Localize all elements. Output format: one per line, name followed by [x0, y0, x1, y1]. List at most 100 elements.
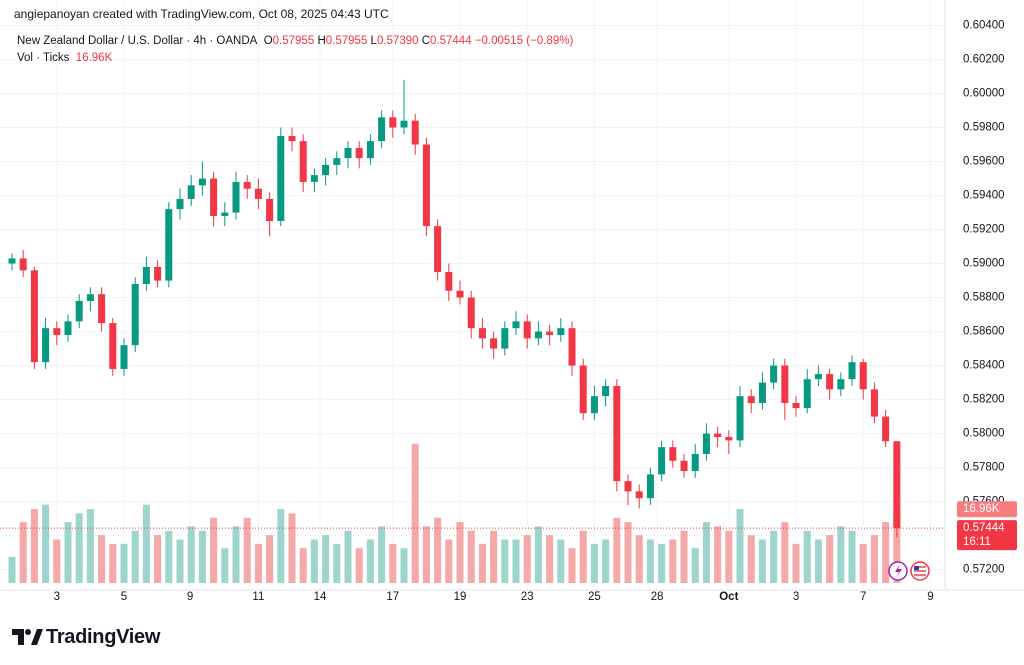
volume-name: Vol · Ticks: [17, 52, 70, 64]
volume-bar: [781, 522, 789, 583]
y-tick-label: 0.58000: [963, 428, 1005, 440]
candle-body: [579, 365, 587, 414]
candle-body: [602, 385, 610, 397]
candle-body: [344, 147, 352, 159]
volume-bar: [837, 526, 845, 583]
volume-bar: [814, 539, 822, 583]
candle-body: [467, 297, 475, 329]
volume-bar: [288, 513, 296, 583]
candle-body: [770, 365, 778, 383]
icons: [888, 561, 930, 581]
y-tick-label: 0.58200: [963, 394, 1005, 406]
volume-bar: [19, 522, 27, 583]
candle-body: [53, 328, 61, 335]
volume-bar: [803, 530, 811, 583]
x-tick-label: 11: [252, 591, 264, 603]
ohlc-key: L: [370, 35, 377, 47]
volume-bar: [378, 526, 386, 583]
volume-bar: [758, 539, 766, 583]
change: −0.00515 (−0.89%): [474, 35, 574, 47]
y-tick-label: 0.60200: [963, 54, 1005, 66]
candle-body: [120, 345, 128, 369]
volume-bar: [792, 543, 800, 583]
candle-body: [613, 385, 621, 482]
candle-body: [42, 328, 50, 363]
volume-bar: [770, 530, 778, 583]
volume-bar: [456, 522, 464, 583]
symbol-title: New Zealand Dollar / U.S. Dollar · 4h · …: [17, 35, 258, 47]
volume-bar: [232, 526, 240, 583]
volume-bar: [30, 509, 38, 583]
volume-bar: [400, 548, 408, 583]
volume-bar: [568, 548, 576, 583]
y-tick-label: 0.59200: [963, 224, 1005, 236]
volume-bar: [42, 504, 50, 583]
volume-bar: [590, 543, 598, 583]
candle-body: [781, 365, 789, 403]
volume-bar: [187, 526, 195, 583]
volume-value: 16.96K: [75, 52, 113, 64]
y-tick-label: 0.58800: [963, 292, 1005, 304]
candle-body: [322, 164, 330, 176]
candle-body: [30, 270, 38, 363]
volume-bar: [210, 517, 218, 583]
y-tick-label: 0.59800: [963, 122, 1005, 134]
volume-bar: [870, 535, 878, 583]
candle-body: [523, 321, 531, 339]
volume-bar: [546, 535, 554, 583]
volume-bar: [646, 539, 654, 583]
candle-body: [355, 147, 363, 159]
volume-bar: [691, 548, 699, 583]
candle-body: [669, 447, 677, 461]
volume-bar: [142, 504, 150, 583]
candle-body: [837, 379, 845, 390]
volume-bar: [736, 509, 744, 583]
candle-body: [624, 481, 632, 492]
candle-body: [310, 175, 318, 182]
volume-bar: [702, 522, 710, 583]
volume-bar: [613, 517, 621, 583]
volume-bar: [478, 543, 486, 583]
candle-body: [299, 141, 307, 182]
candle-body: [826, 374, 834, 390]
candle-body: [75, 300, 83, 322]
author-line: angiepanoyan created with TradingView.co…: [14, 7, 389, 21]
volume-bar: [512, 539, 520, 583]
ohlc-value: 0.57955: [325, 35, 368, 47]
candle-body: [882, 416, 890, 442]
volume-label: 16.96K: [963, 503, 1000, 515]
x-tick-label: 28: [651, 591, 664, 603]
volume-bar: [8, 556, 16, 583]
candle-body: [165, 209, 173, 281]
candle-body: [154, 266, 162, 281]
candle-body: [859, 362, 867, 390]
candle-body: [445, 272, 453, 291]
candle-body: [221, 212, 229, 216]
volume-bar: [86, 509, 94, 583]
volume-bar: [277, 509, 285, 583]
y-tick-label: 0.57800: [963, 462, 1005, 474]
volume-bar: [434, 517, 442, 583]
y-tick-label: 0.58400: [963, 360, 1005, 372]
candle-body: [736, 396, 744, 441]
candle-body: [98, 294, 106, 324]
footer-logo: TradingView: [46, 626, 161, 648]
candle-body: [86, 294, 94, 301]
volume-bar: [490, 530, 498, 583]
volume-bar: [669, 539, 677, 583]
volume-bar: [882, 522, 890, 583]
candle-body: [277, 136, 285, 222]
volume-label-box: [957, 501, 1017, 518]
x-tick-label: 19: [454, 591, 467, 603]
volume-bar: [826, 535, 834, 583]
volume-bar: [333, 543, 341, 583]
y-tick-label: 0.60000: [963, 88, 1005, 100]
candle-body: [64, 321, 72, 335]
x-tick-label: 9: [187, 591, 193, 603]
candle-body: [478, 328, 486, 339]
candle-body: [590, 396, 598, 414]
x-tick-label: 25: [588, 591, 601, 603]
candle-body: [366, 141, 374, 159]
